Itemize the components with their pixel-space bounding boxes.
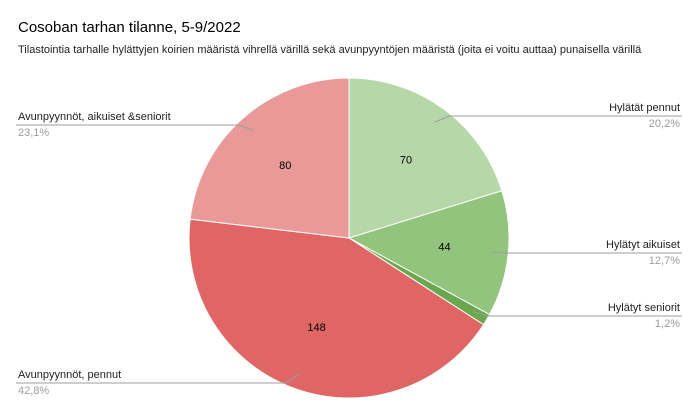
slice-value-label: 148	[307, 322, 325, 334]
leader-line	[16, 124, 254, 131]
slice-value-label: 44	[438, 241, 450, 253]
slice-percent-label: 1,2%	[655, 318, 680, 330]
slice-percent-label: 23,1%	[18, 127, 49, 139]
slice-value-label: 80	[279, 160, 291, 172]
chart-subtitle: Tilastointia tarhalle hylättyjen koirien…	[18, 44, 642, 56]
chart-title: Cosoban tarhan tilanne, 5-9/2022	[18, 19, 241, 36]
pie-slice	[189, 77, 350, 239]
slice-value-label: 70	[400, 155, 412, 167]
pie-slice	[188, 218, 485, 399]
pie-slice	[348, 77, 503, 239]
slice-name-label: Avunpyynnöt, aikuiset &seniorit	[18, 111, 171, 123]
slice-name-label: Hylätyt seniorit	[608, 302, 680, 314]
slice-percent-label: 42,8%	[18, 385, 49, 397]
leader-line	[16, 373, 301, 384]
pie-slice	[347, 190, 510, 316]
slice-name-label: Avunpyynnöt, pennut	[18, 369, 121, 381]
slice-name-label: Hylätyt aikuiset	[606, 239, 680, 251]
leader-line	[472, 311, 682, 317]
slice-percent-label: 12,7%	[649, 255, 680, 267]
leader-line	[492, 251, 682, 254]
slice-name-label: Hylätät pennut	[609, 102, 680, 114]
slice-percent-label: 20,2%	[649, 118, 680, 130]
leader-line	[434, 115, 682, 123]
